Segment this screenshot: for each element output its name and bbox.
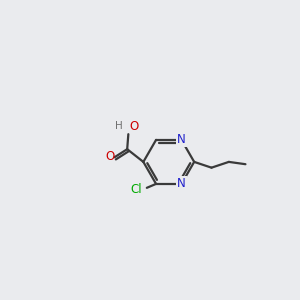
Text: O: O <box>130 120 139 133</box>
Text: H: H <box>115 122 123 131</box>
Text: N: N <box>177 134 186 146</box>
Text: Cl: Cl <box>130 183 142 196</box>
Text: O: O <box>106 150 115 163</box>
Text: N: N <box>177 177 186 190</box>
